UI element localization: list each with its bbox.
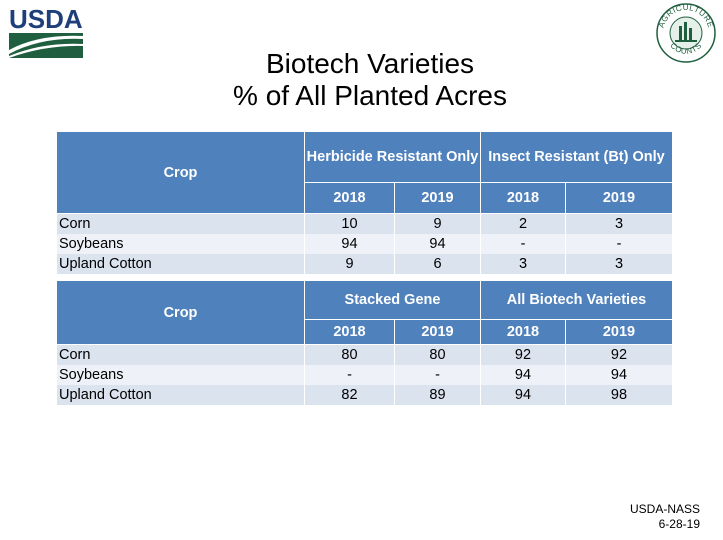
table-cell: 2	[481, 214, 566, 234]
table-cell: 80	[305, 345, 395, 365]
page-title: Biotech Varieties % of All Planted Acres	[0, 48, 723, 112]
table-cell: 80	[395, 345, 481, 365]
table-cell: 89	[395, 385, 481, 405]
year-header: 2019	[395, 320, 481, 345]
crop-name: Corn	[57, 345, 305, 365]
table-cell: -	[481, 234, 566, 254]
group-header-insect: Insect Resistant (Bt) Only	[481, 132, 672, 183]
crop-name: Upland Cotton	[57, 254, 305, 274]
table-cell: -	[566, 234, 672, 254]
seal-bottom-text: COUNTS	[668, 41, 703, 56]
year-header: 2018	[305, 320, 395, 345]
table-cell: 9	[305, 254, 395, 274]
table-cell: 3	[481, 254, 566, 274]
crop-name: Soybeans	[57, 234, 305, 254]
group-header-herbicide: Herbicide Resistant Only	[305, 132, 481, 183]
footer-source-name: USDA-NASS	[629, 502, 700, 516]
crop-name: Soybeans	[57, 365, 305, 385]
crop-header: Crop	[57, 132, 305, 214]
table-cell: -	[305, 365, 395, 385]
agriculture-counts-seal: AGRICULTURE COUNTS	[656, 3, 716, 63]
year-header: 2019	[395, 183, 481, 214]
footer-source: USDA-NASS 6-28-19	[630, 502, 700, 532]
year-header: 2019	[566, 183, 672, 214]
table-cell: 94	[395, 234, 481, 254]
usda-logo-text: USDA	[9, 6, 83, 34]
crop-name: Corn	[57, 214, 305, 234]
table-cell: 10	[305, 214, 395, 234]
herbicide-insect-table: Crop Herbicide Resistant Only Insect Res…	[57, 132, 672, 274]
table-row: Corn 80 80 92 92	[57, 345, 672, 365]
table-row: Corn 10 9 2 3	[57, 214, 672, 234]
title-line-2: % of All Planted Acres	[233, 80, 507, 111]
crop-name: Upland Cotton	[57, 385, 305, 405]
table-row: Soybeans - - 94 94	[57, 365, 672, 385]
group-header-stacked: Stacked Gene	[305, 281, 481, 320]
table-cell: 94	[481, 385, 566, 405]
table-cell: 3	[566, 214, 672, 234]
stacked-all-biotech-table: Crop Stacked Gene All Biotech Varieties …	[57, 281, 672, 405]
table-cell: 92	[566, 345, 672, 365]
footer-date: 6-28-19	[658, 517, 700, 531]
table-cell: 3	[566, 254, 672, 274]
table-cell: 82	[305, 385, 395, 405]
table-cell: -	[395, 365, 481, 385]
table-cell: 92	[481, 345, 566, 365]
year-header: 2019	[566, 320, 672, 345]
table-row: Upland Cotton 9 6 3 3	[57, 254, 672, 274]
usda-logo: USDA	[9, 6, 83, 58]
table-cell: 9	[395, 214, 481, 234]
table-cell: 94	[566, 365, 672, 385]
table-row: Upland Cotton 82 89 94 98	[57, 385, 672, 405]
group-header-all-biotech: All Biotech Varieties	[481, 281, 672, 320]
table-cell: 94	[305, 234, 395, 254]
table-cell: 98	[566, 385, 672, 405]
year-header: 2018	[481, 183, 566, 214]
title-line-1: Biotech Varieties	[265, 48, 475, 79]
year-header: 2018	[481, 320, 566, 345]
table-row: Soybeans 94 94 - -	[57, 234, 672, 254]
crop-header: Crop	[57, 281, 305, 345]
table-cell: 6	[395, 254, 481, 274]
year-header: 2018	[305, 183, 395, 214]
table-cell: 94	[481, 365, 566, 385]
